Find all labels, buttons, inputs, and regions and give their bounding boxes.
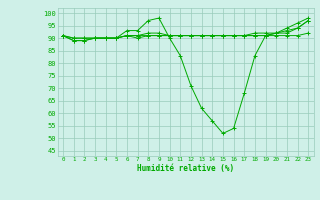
X-axis label: Humidité relative (%): Humidité relative (%): [137, 164, 234, 173]
